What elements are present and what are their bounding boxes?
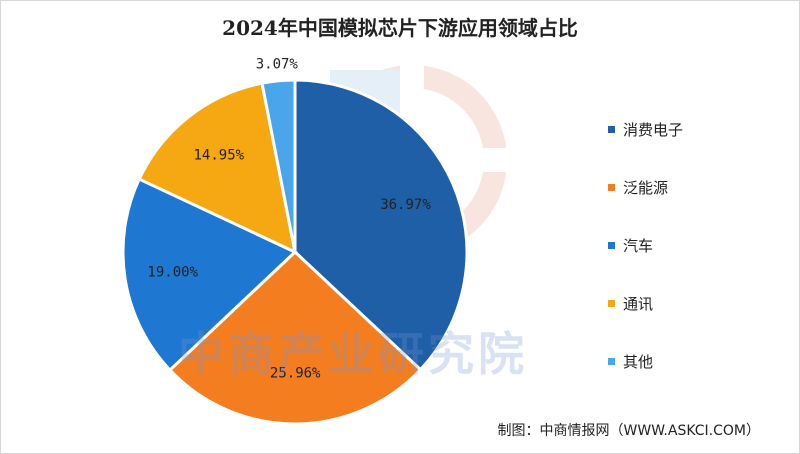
legend-item-consumer-electronics: 消费电子 [608, 100, 683, 158]
legend-swatch [608, 125, 615, 133]
legend-swatch [608, 357, 615, 365]
legend-item-energy: 泛能源 [608, 158, 683, 216]
legend-swatch [608, 241, 615, 249]
legend: 消费电子 泛能源 汽车 通讯 其他 [608, 100, 683, 390]
source-note: 制图：中商情报网（WWW.ASKCI.COM） [497, 423, 760, 439]
legend-label: 其他 [623, 352, 654, 371]
legend-label: 消费电子 [623, 120, 684, 139]
data-label-consumer-electronics: 36.97% [380, 197, 431, 213]
data-label-other: 3.07% [256, 57, 299, 73]
pie-slice-energy [167, 249, 423, 426]
pie-slice-telecom [137, 81, 298, 255]
watermark-text: 中商产业研究院 [178, 327, 528, 381]
legend-item-telecom: 通讯 [608, 274, 683, 332]
pie-slices [121, 78, 469, 426]
legend-label: 汽车 [623, 236, 654, 255]
legend-item-other: 其他 [608, 332, 683, 390]
legend-label: 通讯 [623, 294, 654, 313]
pie-slice-other [260, 78, 297, 253]
legend-item-automotive: 汽车 [608, 216, 683, 274]
data-label-energy: 25.96% [270, 365, 321, 381]
legend-swatch [608, 299, 615, 307]
chart-title: 2024年中国模拟芯片下游应用领域占比 [222, 16, 578, 40]
data-label-telecom: 14.95% [194, 147, 245, 163]
pie-slice-automotive [121, 177, 298, 373]
pie-data-labels: 36.97% 25.96% 19.00% 14.95% 3.07% [147, 57, 431, 382]
legend-swatch [608, 183, 615, 191]
legend-label: 泛能源 [623, 178, 669, 197]
data-label-automotive: 19.00% [147, 265, 198, 281]
pie-slice-consumer-electronics [293, 78, 469, 372]
